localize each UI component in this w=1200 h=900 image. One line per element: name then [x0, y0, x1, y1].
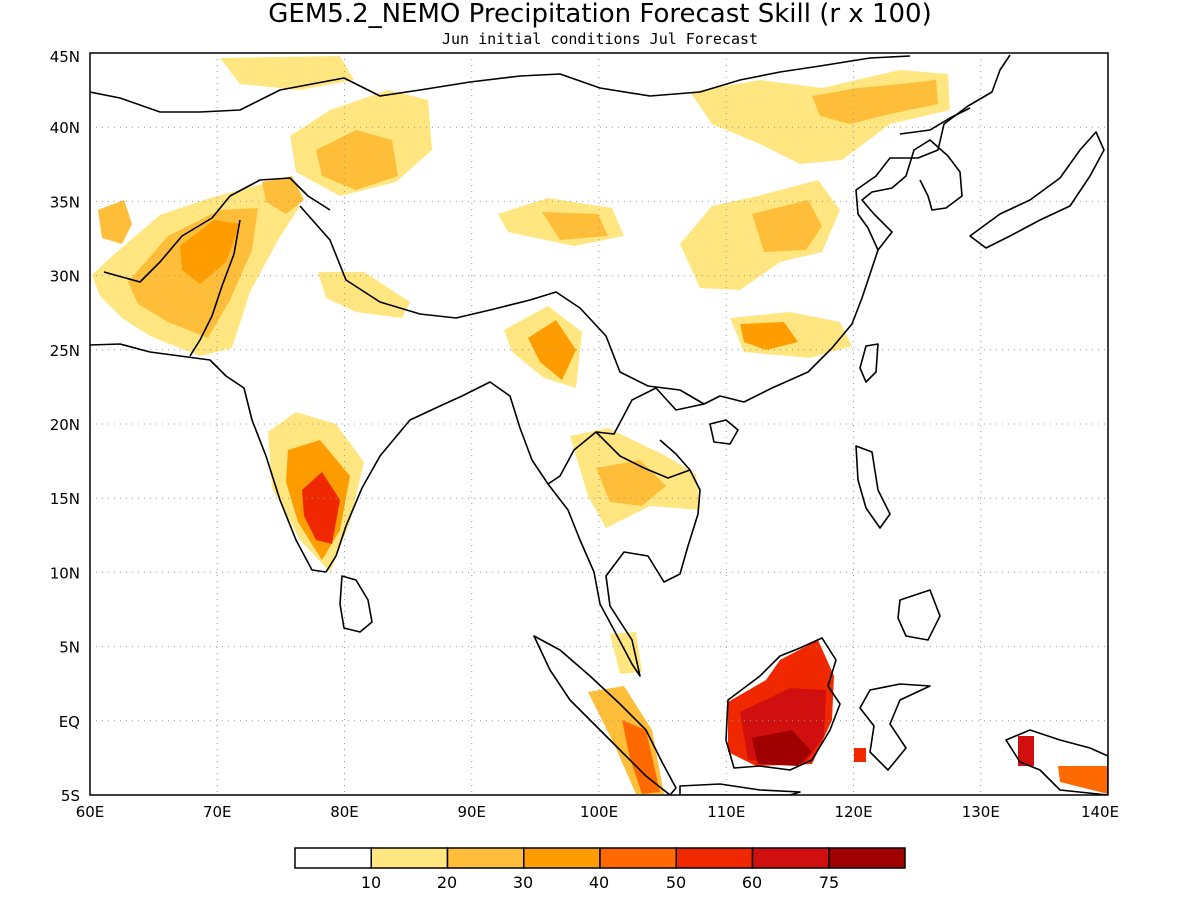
coastline-china-korea	[861, 139, 963, 251]
skill-area-north-china-core	[812, 80, 938, 124]
lat-tick-5s: 5S	[61, 787, 80, 805]
colorbar-label-30: 30	[513, 873, 533, 892]
lon-tick-80e: 80E	[330, 803, 359, 821]
colorbar-label-75: 75	[819, 873, 839, 892]
lat-tick-35n: 35N	[50, 193, 80, 211]
coastline-taiwan	[859, 343, 879, 383]
coastlines-borders	[90, 54, 1108, 795]
lat-tick-15n: 15N	[50, 490, 80, 508]
colorbar-label-10: 10	[361, 873, 381, 892]
colorbar-box-3	[523, 847, 601, 869]
border-himalaya	[299, 205, 581, 319]
colorbar-label-20: 20	[437, 873, 457, 892]
skill-area-maluku	[1018, 736, 1034, 766]
colorbar-labels: 10 20 30 40 50 60 75	[361, 873, 839, 892]
colorbar-label-40: 40	[589, 873, 609, 892]
skill-area-sulawesi	[854, 748, 866, 762]
skill-area-new-guinea	[1058, 766, 1108, 794]
colorbar-box-6	[751, 847, 830, 869]
colorbar-box-7	[828, 847, 906, 869]
lon-tick-120e: 120E	[834, 803, 872, 821]
colorbar-box-4	[599, 847, 677, 869]
lat-tick-20n: 20N	[50, 416, 80, 434]
lat-tick-45n: 45N	[50, 48, 80, 66]
border-thailand-laos	[595, 431, 691, 479]
skill-area-sumatra-core	[622, 720, 660, 794]
colorbar-box-0	[294, 847, 372, 869]
coastline-thai-gulf	[547, 439, 701, 677]
coastline-japan	[969, 131, 1105, 249]
coastline-sri-lanka	[339, 575, 373, 633]
lon-tick-100e: 100E	[580, 803, 618, 821]
skill-area-borneo-peak	[752, 730, 812, 766]
skill-area-sichuan-core	[752, 200, 822, 252]
longitude-tick-labels: 60E 70E 80E 90E 100E 110E 120E 130E 140E	[76, 803, 1119, 821]
skill-area-kazakh	[220, 56, 354, 90]
border-china-mongolia	[343, 55, 911, 97]
colorbar-box-1	[370, 847, 449, 869]
skill-area-tarim-core	[316, 130, 398, 190]
coastline-java	[679, 783, 801, 795]
skill-area-indochina-core	[596, 460, 666, 506]
border-iran-pakistan	[103, 177, 331, 283]
coastline-sulawesi	[859, 683, 931, 771]
lon-tick-110e: 110E	[707, 803, 745, 821]
coastline-luzon	[855, 445, 891, 529]
colorbar-label-50: 50	[666, 873, 686, 892]
map-title: GEM5.2_NEMO Precipitation Forecast Skill…	[268, 0, 931, 29]
coastline-new-guinea	[1005, 729, 1108, 795]
colorbar-label-60: 60	[742, 873, 762, 892]
skill-fill-layer	[92, 56, 1108, 794]
skill-area-iran-border	[98, 200, 132, 244]
border-kazakh	[90, 77, 345, 113]
lat-tick-40n: 40N	[50, 119, 80, 137]
colorbar-box-5	[675, 847, 754, 869]
lat-tick-eq: EQ	[59, 713, 80, 731]
lon-tick-60e: 60E	[76, 803, 105, 821]
skill-area-kashmir	[262, 176, 304, 214]
coastline-hainan	[709, 419, 739, 445]
coastline-mindanao	[897, 589, 941, 641]
border-india-pakistan	[189, 219, 241, 357]
lon-tick-130e: 130E	[962, 803, 1000, 821]
skill-area-india-peak	[302, 472, 340, 544]
border-china-indochina	[579, 307, 705, 405]
latitude-tick-labels: 45N 40N 35N 30N 25N 20N 15N 10N 5N EQ 5S	[50, 48, 80, 805]
skill-area-tibet-core	[542, 212, 608, 240]
lat-tick-30n: 30N	[50, 268, 80, 286]
lat-tick-5n: 5N	[59, 639, 80, 657]
lon-tick-70e: 70E	[203, 803, 232, 821]
map-subtitle: Jun initial conditions Jul Forecast	[442, 30, 758, 48]
skill-area-north-india	[318, 272, 410, 318]
gridlines	[90, 53, 1108, 795]
border-north-korea	[899, 107, 971, 135]
lat-tick-25n: 25N	[50, 342, 80, 360]
coastline-borneo	[725, 637, 841, 771]
skill-area-south-china-core	[740, 322, 798, 350]
coastline-mainland	[90, 54, 1011, 573]
coastline-sumatra	[533, 635, 677, 795]
lon-tick-140e: 140E	[1081, 803, 1119, 821]
lon-tick-90e: 90E	[457, 803, 486, 821]
skill-area-pakistan-peak	[180, 220, 240, 284]
colorbar	[294, 847, 906, 869]
lat-tick-10n: 10N	[50, 564, 80, 582]
colorbar-box-2	[446, 847, 525, 869]
map-frame	[89, 52, 1109, 796]
